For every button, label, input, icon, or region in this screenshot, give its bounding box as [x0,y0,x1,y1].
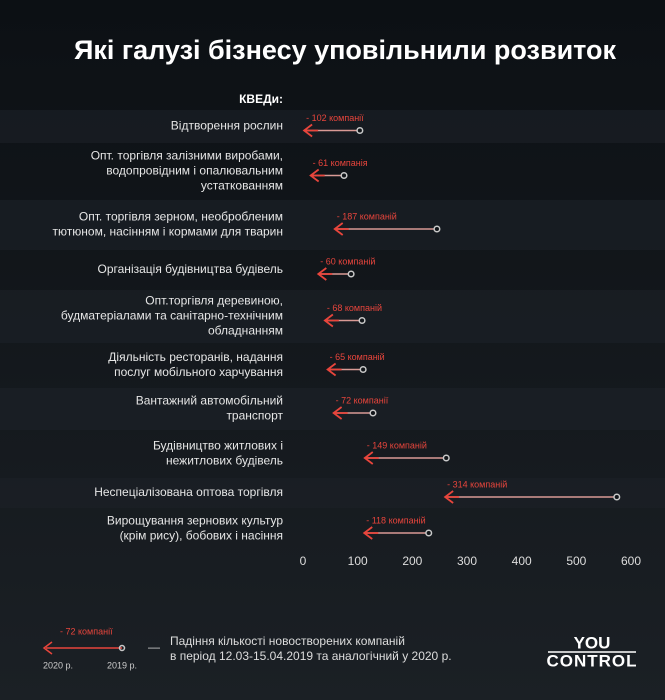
legend: - 72 компанії 2020 р. 2019 р. — Падіння … [42,626,452,670]
category-label: Організація будівництва будівель [98,262,283,276]
category-label: обладнанням [208,324,283,338]
point-2019 [433,225,441,233]
point-2019 [340,171,348,180]
category-label: Неспеціалізована оптова торгівля [94,485,283,499]
arrow-2020 [363,451,379,465]
category-label: водопровідним і опалювальним [106,164,283,178]
change-label: - 314 компаній [447,479,507,489]
arrow-2020 [443,490,460,504]
change-label: - 61 компанія [313,158,368,168]
category-label: (крім рису), бобових і насіння [120,529,283,543]
legend-description: в період 12.03-15.04.2019 та аналогічний… [170,649,452,663]
category-label: нежитлових будівель [166,454,283,468]
point-2019 [356,126,364,135]
legend-description: Падіння кількості новостворених компаній [170,634,405,648]
change-label: - 68 компаній [327,303,382,313]
category-label: устаткованням [201,179,283,193]
x-tick-label: 100 [348,554,368,568]
change-label: - 118 компаній [366,515,425,525]
legend-2019: 2019 р. [107,660,137,670]
arrow-2020 [316,267,333,281]
category-label: Відтворення рослин [171,119,283,133]
change-label: - 65 компаній [330,352,385,362]
category-header: КВЕДи: [239,92,283,106]
arrow-2020 [332,406,348,420]
legend-change: - 72 компанії [60,626,113,636]
category-label: Вирощування зернових культур [107,514,283,528]
arrow-2020 [333,222,349,236]
x-tick-label: 300 [457,554,477,568]
row-band [0,478,665,508]
legend-2020: 2020 р. [43,660,73,670]
chart-title: Які галузі бізнесу уповільнили розвиток [74,35,617,65]
x-tick-label: 0 [300,554,307,568]
arrow-2020 [362,526,379,540]
category-label: Вантажний автомобільний [136,394,283,408]
arrow-2020 [302,123,319,138]
row-band [0,200,665,250]
legend-arrowhead [42,641,53,655]
arrow-2020 [309,168,325,183]
point-2019 [442,454,450,462]
legend-circle [118,644,126,652]
row-band [0,290,665,343]
point-2019 [369,409,377,417]
point-2019 [358,316,366,325]
x-tick-label: 200 [402,554,422,568]
legend-dash: — [148,640,160,654]
arrow-2020 [326,362,342,377]
change-label: - 72 компанії [336,395,389,405]
row-band [0,110,665,143]
category-label: Опт. торгівля залізними виробами, [91,149,283,163]
point-2019 [613,493,621,501]
category-label: тютюном, насінням і кормами для тварин [53,225,283,239]
change-label: - 102 компанії [306,113,364,123]
change-label: - 60 компаній [320,256,375,266]
point-2019 [359,365,367,374]
category-label: Опт.торгівля деревиною, [145,294,283,308]
x-tick-label: 500 [566,554,586,568]
brand: CONTROL [546,651,637,670]
point-2019 [347,270,355,278]
brand: YOU [574,633,611,652]
category-label: транспорт [226,409,283,423]
x-tick-label: 400 [512,554,532,568]
category-label: будматеріалами та санітарно-технічним [61,309,283,323]
category-label: послуг мобільного харчування [114,365,283,379]
change-label: - 187 компаній [337,211,397,221]
arrow-2020 [323,313,339,328]
x-tick-label: 600 [621,554,641,568]
category-label: Опт. торгівля зерном, необробленим [79,210,283,224]
row-band [0,388,665,430]
change-label: - 149 компаній [367,440,427,450]
category-label: Будівництво житлових і [153,439,283,453]
point-2019 [425,529,433,537]
category-label: Діяльність ресторанів, надання [108,350,283,364]
